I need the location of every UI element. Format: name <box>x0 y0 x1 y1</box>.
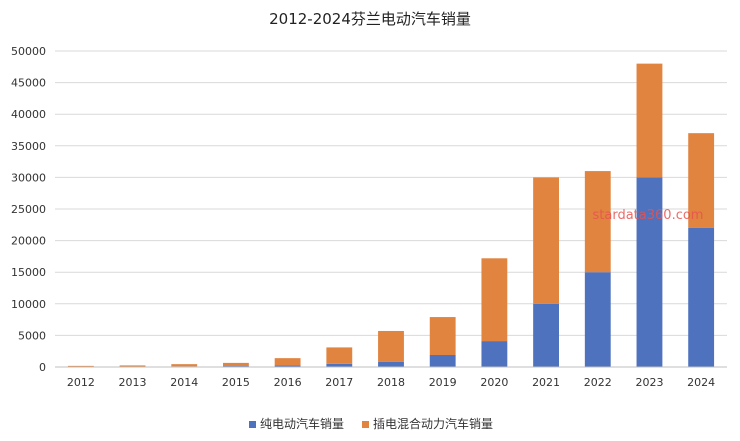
x-tick-label: 2024 <box>687 376 715 389</box>
x-tick-label: 2016 <box>274 376 302 389</box>
bar-segment-phev <box>223 362 249 367</box>
y-tick-label: 0 <box>39 361 46 374</box>
x-tick-label: 2020 <box>480 376 508 389</box>
bar-segment-pure-ev <box>688 227 715 367</box>
y-tick-label: 50000 <box>11 45 46 58</box>
y-tick-label: 45000 <box>11 77 46 90</box>
bar-segment-pure-ev <box>429 354 456 367</box>
bar-segment-pure-ev <box>326 363 353 367</box>
x-tick-label: 2012 <box>67 376 95 389</box>
x-tick-label: 2021 <box>532 376 560 389</box>
y-tick-label: 35000 <box>11 140 46 153</box>
y-tick-label: 10000 <box>11 298 46 311</box>
bar-segment-pure-ev <box>378 361 404 367</box>
bar-segment-phev <box>171 364 198 367</box>
gridlines <box>55 50 727 336</box>
bar-segment-phev <box>636 63 663 178</box>
legend-swatch-pure-ev <box>249 421 256 428</box>
y-tick-label: 5000 <box>18 329 46 342</box>
x-tick-label: 2017 <box>325 376 353 389</box>
bar-segment-phev <box>67 365 94 367</box>
x-tick-label: 2019 <box>429 376 457 389</box>
x-tick-label: 2014 <box>170 376 198 389</box>
x-tick-label: 2018 <box>377 376 405 389</box>
legend: 纯电动汽车销量 插电混合动力汽车销量 <box>249 416 493 431</box>
bar-segment-phev <box>688 133 715 228</box>
bar-segment-phev <box>119 365 146 367</box>
bar-segment-pure-ev <box>636 177 663 367</box>
x-tick-label: 2023 <box>635 376 663 389</box>
x-tick-label: 2015 <box>222 376 250 389</box>
chart-title: 2012-2024芬兰电动汽车销量 <box>269 10 471 28</box>
legend-label-phev: 插电混合动力汽车销量 <box>373 416 493 431</box>
bar-segment-pure-ev <box>274 365 301 367</box>
bar-segment-phev <box>533 177 559 304</box>
bar-segment-phev <box>378 330 404 362</box>
bar-segment-phev <box>326 347 353 364</box>
bar-segment-pure-ev <box>584 272 611 367</box>
y-tick-label: 15000 <box>11 266 46 279</box>
bar-segment-pure-ev <box>533 303 559 367</box>
legend-label-pure-ev: 纯电动汽车销量 <box>260 416 344 431</box>
bar-segment-phev <box>481 258 508 342</box>
legend-swatch-phev <box>362 421 369 428</box>
x-tick-label: 2022 <box>584 376 612 389</box>
x-axis-ticks: 2012 2013 2014 2015 2016 2017 2018 2019 2020 2021… <box>67 376 715 389</box>
y-tick-label: 40000 <box>11 108 46 121</box>
bar-segment-pure-ev <box>481 341 508 367</box>
bar-segment-phev <box>274 358 301 366</box>
bar-segment-phev <box>429 317 456 355</box>
y-tick-label: 25000 <box>11 203 46 216</box>
bars <box>67 63 715 367</box>
bar-segment-phev <box>584 171 611 273</box>
y-tick-label: 20000 <box>11 235 46 248</box>
watermark-text: stardata360.com <box>593 208 704 223</box>
x-tick-label: 2013 <box>119 376 147 389</box>
y-axis-ticks: 0 5000 10000 15000 20000 25000 30000 35000 40000… <box>11 45 46 374</box>
y-tick-label: 30000 <box>11 171 46 184</box>
